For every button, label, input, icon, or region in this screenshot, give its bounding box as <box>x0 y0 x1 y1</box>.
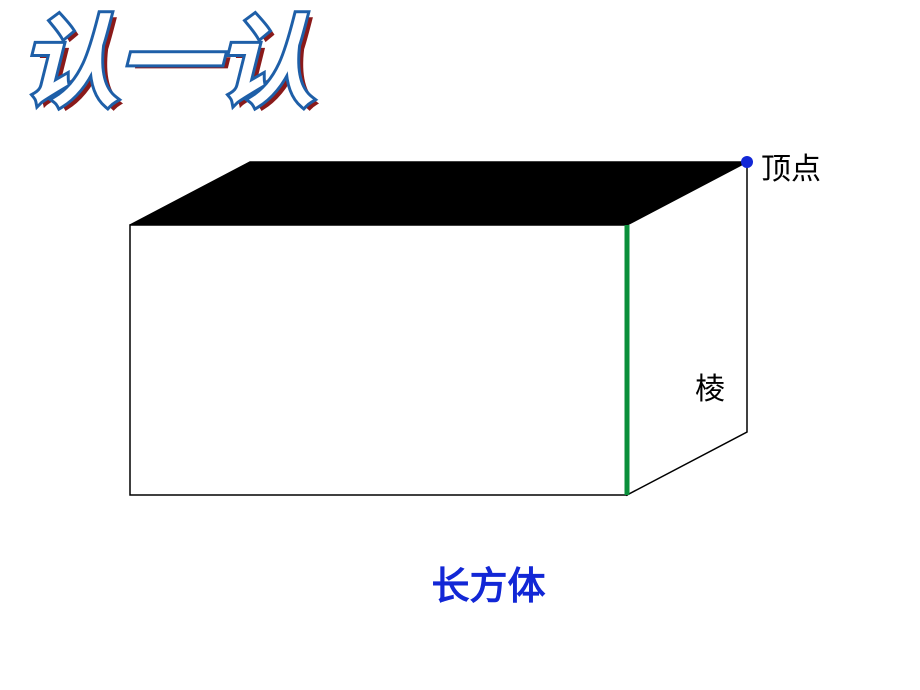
edge-label: 棱 <box>695 364 725 408</box>
slide-stage: 认一认 认一认 认一认 顶点 棱 长方体 <box>0 0 920 690</box>
vertex-dot <box>741 156 753 168</box>
vertex-label: 顶点 <box>761 144 821 188</box>
shape-caption: 长方体 <box>432 555 546 610</box>
cuboid-front-face <box>130 225 627 495</box>
